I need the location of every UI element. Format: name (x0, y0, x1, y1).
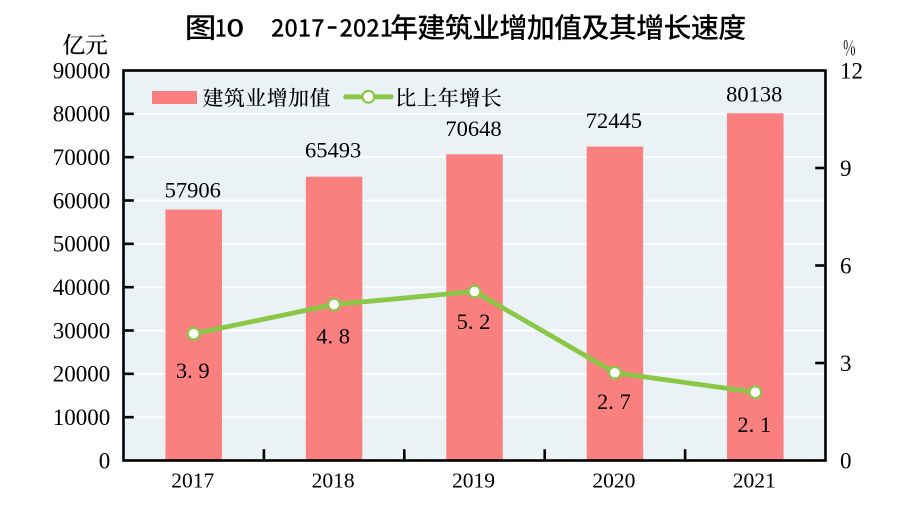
svg-text:5. 2: 5. 2 (457, 309, 491, 334)
svg-text:70000: 70000 (53, 145, 111, 170)
svg-text:40000: 40000 (53, 275, 111, 300)
svg-text:2. 7: 2. 7 (597, 389, 631, 414)
svg-text:2019: 2019 (452, 468, 495, 492)
svg-text:2018: 2018 (312, 468, 355, 492)
svg-text:50000: 50000 (53, 232, 111, 257)
svg-text:0: 0 (99, 448, 111, 473)
svg-text:2021: 2021 (733, 468, 776, 492)
svg-text:72445: 72445 (586, 108, 642, 133)
svg-text:3: 3 (840, 351, 852, 376)
svg-text:3. 9: 3. 9 (176, 358, 210, 383)
svg-text:60000: 60000 (53, 188, 111, 213)
svg-text:12: 12 (840, 58, 863, 83)
svg-text:70648: 70648 (445, 116, 501, 141)
svg-text:2020: 2020 (592, 468, 635, 492)
svg-text:90000: 90000 (53, 58, 111, 83)
svg-text:9: 9 (840, 156, 852, 181)
svg-text:65493: 65493 (305, 137, 361, 162)
svg-text:80000: 80000 (53, 102, 111, 127)
svg-text:80138: 80138 (726, 81, 782, 106)
svg-text:2. 1: 2. 1 (737, 412, 771, 437)
svg-text:57906: 57906 (165, 177, 221, 202)
svg-text:10000: 10000 (53, 405, 111, 430)
svg-text:2017: 2017 (171, 468, 214, 492)
svg-text:6: 6 (840, 253, 852, 278)
svg-text:20000: 20000 (53, 362, 111, 387)
svg-text:0: 0 (840, 448, 852, 473)
svg-text:30000: 30000 (53, 318, 111, 343)
svg-text:4. 8: 4. 8 (316, 324, 350, 349)
